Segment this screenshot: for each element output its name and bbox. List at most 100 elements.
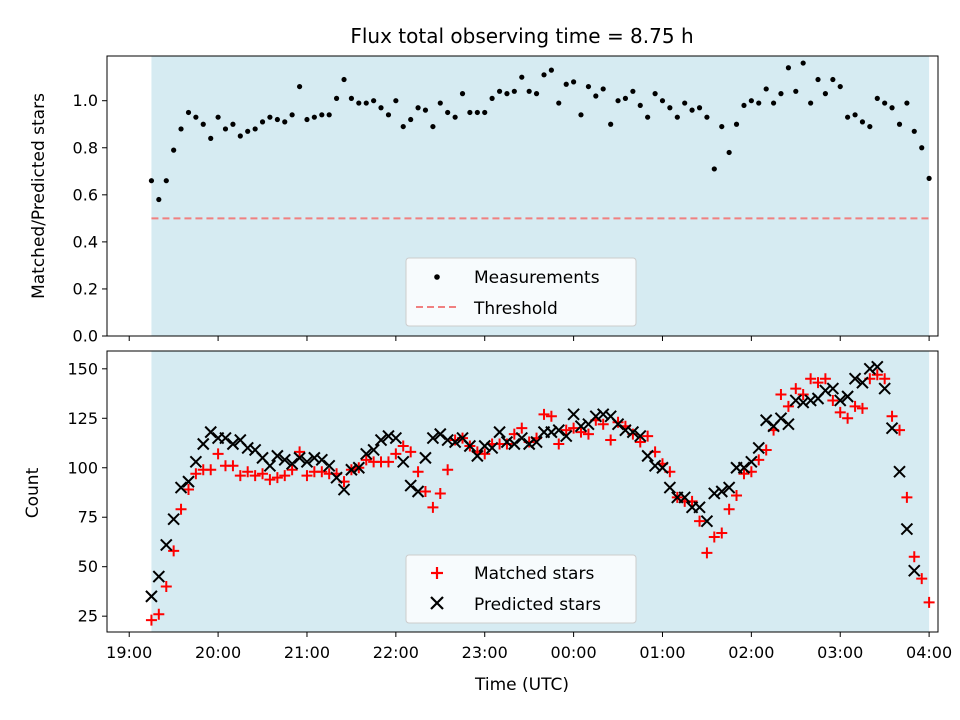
- predicted-star-point: [448, 435, 462, 449]
- ratio-y-tick-label: 1.0: [73, 91, 98, 110]
- measurement-point: [600, 86, 606, 92]
- matched-star-point: [834, 406, 846, 418]
- matched-star-point: [390, 448, 402, 460]
- measurement-point: [748, 98, 754, 104]
- legend-ratio-box: [405, 257, 637, 327]
- predicted-star-point: [848, 372, 862, 385]
- matched-star-point: [175, 503, 187, 515]
- measurement-point: [282, 119, 288, 125]
- matched-star-point: [827, 394, 839, 406]
- predicted-star-point: [219, 431, 232, 445]
- predicted-star-point: [285, 457, 299, 471]
- measurement-point: [185, 109, 192, 116]
- measurement-point: [911, 128, 917, 134]
- matched-star-point: [397, 440, 409, 452]
- matched-star-point: [286, 464, 298, 476]
- predicted-star-point: [263, 459, 277, 472]
- count-x-tick-label: 23:00: [462, 643, 508, 662]
- measurement-point: [770, 100, 777, 106]
- matched-star-point: [545, 410, 557, 422]
- measurement-point: [208, 135, 214, 141]
- predicted-star-point: [552, 423, 565, 437]
- measurement-point: [489, 95, 495, 101]
- measurement-point: [511, 88, 517, 94]
- predicted-star-point: [693, 501, 706, 514]
- matched-star-point: [708, 531, 720, 543]
- measurement-point: [430, 123, 436, 130]
- measurement-point: [326, 112, 332, 118]
- predicted-star-point: [152, 570, 166, 583]
- measurement-point: [533, 91, 540, 97]
- predicted-star-point: [708, 487, 721, 500]
- measurement-point: [808, 100, 814, 106]
- predicted-star-point: [722, 481, 736, 494]
- measurement-point: [296, 83, 303, 90]
- measurement-point: [274, 116, 280, 123]
- predicted-star-point: [759, 414, 773, 427]
- measurement-point: [333, 95, 340, 101]
- measurement-point: [867, 123, 873, 130]
- chart-title: Flux total observing time = 8.75 h: [350, 24, 693, 48]
- matched-star-point: [449, 434, 461, 446]
- matched-star-point: [731, 489, 743, 501]
- matched-star-point: [908, 551, 920, 563]
- predicted-star-point: [352, 461, 365, 474]
- measurement-point: [415, 105, 421, 111]
- predicted-star-point: [271, 449, 284, 463]
- count-y-tick-label: 75: [78, 508, 98, 527]
- predicted-star-point: [463, 439, 477, 453]
- predicted-star-point: [560, 429, 573, 443]
- measurement-point: [563, 81, 569, 87]
- legend-predicted-marker: [430, 596, 444, 610]
- measurement-point: [852, 112, 858, 118]
- measurement-point: [230, 121, 236, 127]
- measurement-point: [615, 98, 621, 104]
- measurement-point: [445, 109, 451, 116]
- predicted-star-point: [619, 423, 632, 437]
- predicted-star-point: [634, 429, 647, 443]
- matched-star-point: [634, 436, 646, 448]
- predicted-star-point: [337, 483, 351, 496]
- matched-star-point: [382, 456, 394, 468]
- matched-star-point: [301, 470, 313, 482]
- measurement-point: [178, 126, 184, 132]
- measurement-point: [363, 100, 369, 106]
- count-x-tick-label: 01:00: [639, 643, 685, 662]
- measurement-point: [585, 83, 592, 90]
- measurement-point: [696, 105, 703, 111]
- measurement-point: [652, 91, 658, 97]
- predicted-star-point: [834, 394, 847, 407]
- measurement-point: [659, 98, 666, 104]
- count-x-tick-label: 20:00: [195, 643, 241, 662]
- matched-star-point: [560, 424, 572, 436]
- count-x-tick-label: 00:00: [551, 643, 597, 662]
- matched-star-point: [916, 573, 928, 585]
- predicted-star-point: [322, 459, 336, 472]
- measurement-point: [882, 100, 888, 106]
- legend-threshold-label: Threshold: [473, 299, 558, 319]
- matched-star-point: [294, 446, 306, 458]
- predicted-star-point: [367, 443, 380, 457]
- matched-star-point: [605, 434, 617, 446]
- predicted-star-point: [411, 485, 425, 498]
- matched-star-point: [901, 491, 913, 503]
- legend-matched-label: Matched stars: [474, 564, 594, 584]
- matched-star-point: [316, 466, 328, 478]
- matched-star-point: [856, 402, 868, 414]
- measurement-point: [837, 83, 843, 90]
- predicted-star-point: [893, 465, 906, 478]
- predicted-star-point: [315, 453, 329, 467]
- matched-star-point: [264, 474, 276, 486]
- predicted-star-point: [856, 376, 869, 389]
- predicted-star-point: [145, 590, 158, 603]
- count-y-tick-label: 125: [67, 409, 98, 428]
- predicted-star-point: [382, 429, 395, 443]
- predicted-star-point: [663, 481, 677, 494]
- predicted-star-point: [826, 382, 840, 395]
- predicted-star-point: [182, 475, 195, 488]
- legend-matched-marker: [431, 567, 443, 579]
- ratio-y-tick-label: 0.2: [73, 279, 98, 298]
- measurement-point: [496, 88, 503, 94]
- measurement-point: [348, 95, 355, 101]
- predicted-star-point: [345, 463, 358, 476]
